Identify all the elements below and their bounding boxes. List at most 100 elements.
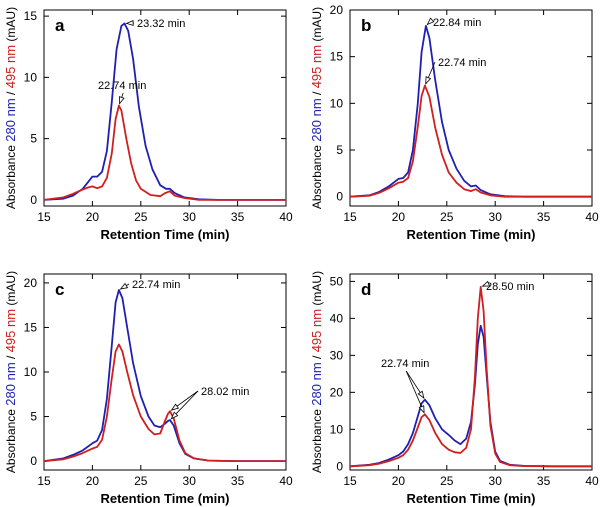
y-axis-label: Absorbance 280 nm / 495 nm (mAU) <box>3 7 18 209</box>
y-tick-label: 15 <box>24 320 38 334</box>
series-line-495nm <box>349 84 592 198</box>
y-axis-label-suffix: (mAU) <box>310 7 324 45</box>
y-axis-label: Absorbance 280 nm / 495 nm (mAU) <box>309 7 324 209</box>
y-tick-label: 0 <box>30 454 37 468</box>
annotation-arrowhead <box>426 17 435 26</box>
y-axis-label: Absorbance 280 nm / 495 nm (mAU) <box>309 271 324 473</box>
y-tick-label: 5 <box>30 410 37 424</box>
x-tick-label: 25 <box>134 210 148 224</box>
x-tick-label: 35 <box>231 474 245 488</box>
series-line-495nm <box>349 286 592 468</box>
plot-frame <box>43 9 287 207</box>
x-tick-label: 40 <box>279 474 293 488</box>
x-tick-label: 15 <box>343 210 357 224</box>
x-tick-label: 30 <box>489 210 503 224</box>
x-axis-label: Retention Time (min) <box>100 227 229 242</box>
peak-annotation-label: 22.74 min <box>132 279 180 291</box>
series-line-280nm <box>349 324 592 468</box>
panel-a: 15 20 25 30 35 40 0 5 10 15 a 23.32 min 22.74 min Ret… <box>3 7 293 242</box>
y-tick-label: 0 <box>30 193 37 207</box>
x-axis-label: Retention Time (min) <box>406 227 535 242</box>
series-line-495nm <box>43 343 286 462</box>
annotation-arrowhead <box>170 411 179 420</box>
plot-frame <box>349 273 593 471</box>
x-tick-label: 20 <box>392 474 406 488</box>
peak-annotation-label: 28.02 min <box>201 386 249 398</box>
panel-letter: b <box>361 16 371 35</box>
panel-d: 15 20 25 30 35 40 0 10 20 30 40 50 d 22.74 min 28.50 m… <box>309 271 599 506</box>
panel-b: 15 20 25 30 35 40 0 5 10 15 20 b 22.84 min 22.74 min R… <box>309 3 599 242</box>
y-axis-label-slash: / <box>4 352 18 362</box>
x-tick-label: 30 <box>183 474 197 488</box>
x-tick-label: 40 <box>279 210 293 224</box>
y-tick-label: 40 <box>330 311 344 325</box>
x-tick-label: 30 <box>489 474 503 488</box>
series-line-495nm <box>43 104 286 201</box>
annotation-arrowhead <box>425 76 432 85</box>
y-axis-label-suffix: (mAU) <box>4 7 18 45</box>
y-axis-label-slash: / <box>4 88 18 98</box>
y-tick-label: 15 <box>330 50 344 64</box>
peak-annotation-label: 22.84 min <box>433 17 481 29</box>
y-axis-label-495: 495 nm <box>309 45 324 88</box>
panel-letter: c <box>55 280 64 299</box>
y-axis-label-slash: / <box>310 88 324 98</box>
y-axis-label-prefix: Absorbance <box>4 406 18 473</box>
y-tick-label: 0 <box>336 190 343 204</box>
panel-letter: a <box>55 16 65 35</box>
x-tick-label: 40 <box>585 474 599 488</box>
y-tick-label: 10 <box>24 70 38 84</box>
x-tick-label: 20 <box>86 474 100 488</box>
x-tick-label: 15 <box>37 210 51 224</box>
y-tick-label: 0 <box>336 459 343 473</box>
annotation-arrowhead <box>125 20 134 26</box>
y-axis-label-280: 280 nm <box>3 98 18 141</box>
y-tick-label: 5 <box>336 143 343 157</box>
annotation-arrowhead <box>418 405 425 414</box>
y-tick-label: 20 <box>24 276 38 290</box>
x-tick-label: 25 <box>440 210 454 224</box>
panel-c: 15 20 25 30 35 40 0 5 10 15 20 c 22.74 min 28.02 min R… <box>3 271 293 506</box>
y-tick-label: 10 <box>24 365 38 379</box>
y-axis-label-495: 495 nm <box>309 309 324 352</box>
y-axis-label-280: 280 nm <box>309 98 324 141</box>
annotation-arrowhead <box>481 280 491 287</box>
x-tick-label: 25 <box>134 474 148 488</box>
y-axis-label-prefix: Absorbance <box>310 142 324 209</box>
y-tick-label: 10 <box>330 422 344 436</box>
y-tick-label: 15 <box>24 9 38 23</box>
x-axis-label: Retention Time (min) <box>406 491 535 506</box>
annotation-arrowhead <box>119 282 129 290</box>
x-tick-label: 35 <box>537 210 551 224</box>
plot-frame <box>349 9 593 207</box>
peak-annotation-label: 22.74 min <box>98 80 146 92</box>
x-tick-label: 25 <box>440 474 454 488</box>
x-tick-label: 40 <box>585 210 599 224</box>
y-axis-label-prefix: Absorbance <box>310 406 324 473</box>
y-tick-label: 50 <box>330 274 344 288</box>
peak-annotation-label: 22.74 min <box>381 358 429 370</box>
annotation-arrowhead <box>170 403 180 411</box>
series-line-280nm <box>349 25 592 198</box>
y-axis-label-280: 280 nm <box>3 362 18 405</box>
x-tick-label: 20 <box>86 210 100 224</box>
y-axis-label-prefix: Absorbance <box>4 142 18 209</box>
series-line-280nm <box>43 22 286 201</box>
plot-frame <box>43 273 287 471</box>
x-tick-label: 15 <box>37 474 51 488</box>
x-tick-label: 15 <box>343 474 357 488</box>
x-axis-label: Retention Time (min) <box>100 491 229 506</box>
x-tick-label: 30 <box>183 210 197 224</box>
y-axis-label-slash: / <box>310 352 324 362</box>
y-tick-label: 20 <box>330 3 344 17</box>
y-axis-label-495: 495 nm <box>3 309 18 352</box>
peak-annotation-label: 23.32 min <box>137 18 185 30</box>
y-tick-label: 30 <box>330 348 344 362</box>
panel-letter: d <box>361 280 371 299</box>
y-tick-label: 10 <box>330 96 344 110</box>
y-tick-label: 20 <box>330 385 344 399</box>
annotation-arrowhead <box>119 96 125 105</box>
annotation-arrow <box>405 370 425 413</box>
x-tick-label: 35 <box>537 474 551 488</box>
